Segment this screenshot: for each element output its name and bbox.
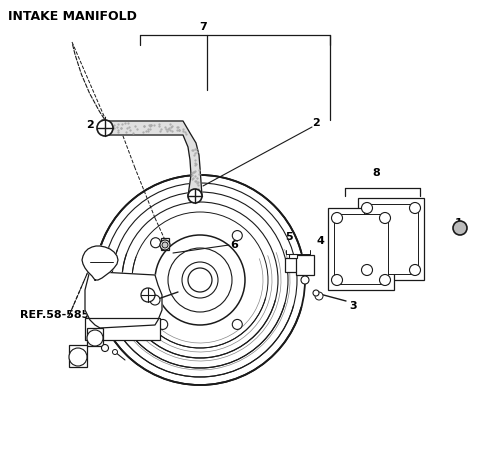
- Text: 3: 3: [349, 301, 357, 311]
- Bar: [161, 238, 169, 250]
- Circle shape: [232, 319, 242, 329]
- Bar: [285, 258, 301, 272]
- Circle shape: [361, 202, 372, 213]
- Text: 6: 6: [230, 240, 238, 250]
- Circle shape: [87, 330, 103, 346]
- Circle shape: [160, 240, 170, 250]
- Circle shape: [453, 221, 467, 235]
- Circle shape: [188, 268, 212, 292]
- Circle shape: [361, 265, 372, 275]
- Circle shape: [141, 288, 155, 302]
- Text: 7: 7: [199, 22, 207, 32]
- Bar: [85, 318, 160, 340]
- Circle shape: [409, 202, 420, 213]
- Bar: [289, 254, 297, 258]
- Text: 2: 2: [312, 118, 320, 128]
- Circle shape: [315, 292, 323, 300]
- Circle shape: [97, 120, 113, 136]
- Circle shape: [332, 274, 343, 286]
- Circle shape: [162, 242, 168, 248]
- Text: 8: 8: [372, 168, 380, 178]
- Bar: [358, 198, 424, 280]
- Text: 2: 2: [86, 120, 94, 130]
- Text: 4: 4: [316, 236, 324, 246]
- Bar: [87, 328, 103, 346]
- Circle shape: [101, 345, 108, 352]
- Text: 1: 1: [455, 218, 463, 228]
- Text: 4: 4: [366, 235, 374, 245]
- Bar: [328, 208, 394, 290]
- Circle shape: [69, 348, 87, 366]
- Circle shape: [151, 238, 161, 248]
- Circle shape: [150, 295, 160, 305]
- Text: 5: 5: [285, 232, 293, 242]
- Polygon shape: [82, 246, 118, 280]
- Circle shape: [232, 231, 242, 240]
- Circle shape: [380, 274, 391, 286]
- Circle shape: [158, 319, 168, 329]
- Circle shape: [301, 276, 309, 284]
- Polygon shape: [85, 270, 162, 328]
- Circle shape: [112, 350, 118, 354]
- Text: INTAKE MANIFOLD: INTAKE MANIFOLD: [8, 10, 137, 23]
- Bar: [296, 255, 314, 275]
- Circle shape: [409, 265, 420, 275]
- Text: REF.58-585: REF.58-585: [20, 310, 89, 320]
- Circle shape: [380, 213, 391, 224]
- Circle shape: [188, 189, 202, 203]
- Bar: [334, 214, 388, 284]
- Circle shape: [313, 290, 319, 296]
- Bar: [69, 345, 87, 367]
- Circle shape: [332, 213, 343, 224]
- Circle shape: [95, 175, 305, 385]
- Polygon shape: [105, 121, 202, 196]
- Bar: [364, 204, 418, 274]
